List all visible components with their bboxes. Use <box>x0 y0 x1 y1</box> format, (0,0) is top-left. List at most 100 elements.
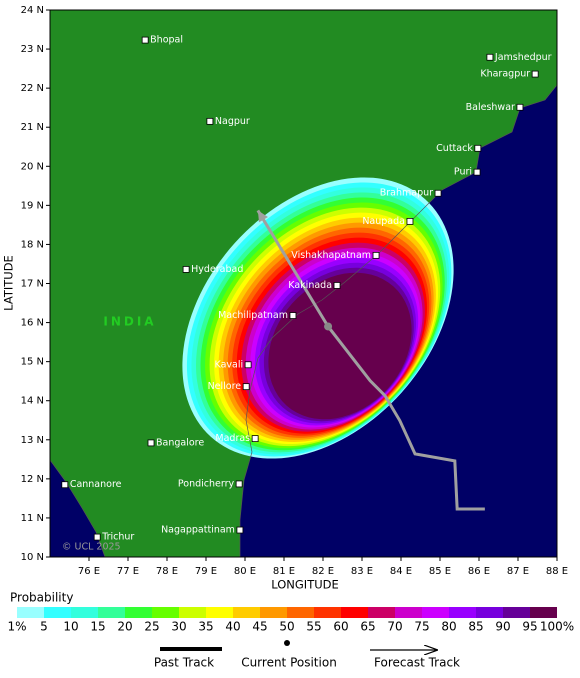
city-label: Vishakhapatnam <box>291 250 371 261</box>
x-tick-label: 86 E <box>468 566 490 577</box>
current-position <box>324 322 333 331</box>
legend-label: 45 <box>252 620 267 634</box>
y-tick-label: 15 N <box>21 357 44 368</box>
legend-swatch <box>314 607 341 618</box>
city-marker <box>244 361 252 369</box>
city-marker <box>474 144 482 152</box>
legend-label: 65 <box>360 620 375 634</box>
city-marker <box>235 480 243 488</box>
legend-swatch <box>503 607 530 618</box>
y-tick-label: 24 N <box>21 5 44 16</box>
probability-field <box>182 177 454 459</box>
y-tick-label: 14 N <box>21 396 44 407</box>
city-marker <box>206 117 214 125</box>
city-label: Trichur <box>101 532 134 543</box>
y-tick-label: 10 N <box>21 552 44 563</box>
city-label: Puri <box>454 167 472 178</box>
legend-label: 50 <box>279 620 294 634</box>
x-tick-label: 79 E <box>195 566 217 577</box>
legend-swatch <box>530 607 557 618</box>
city-label: Machilipatnam <box>218 310 288 321</box>
x-tick-label: 88 E <box>546 566 568 577</box>
city-marker <box>182 266 190 273</box>
city-marker <box>147 439 155 447</box>
city-label: Nagpur <box>215 116 250 127</box>
x-tick-label: 78 E <box>156 566 178 577</box>
city-label: Kavali <box>215 359 244 370</box>
legend-label: 80 <box>441 620 456 634</box>
city-marker <box>406 217 414 225</box>
city-label: Jamshedpur <box>494 52 552 63</box>
legend-swatch <box>449 607 476 618</box>
city-marker <box>236 526 244 534</box>
city-label: Bhopal <box>150 35 183 46</box>
legend-swatch <box>17 607 44 618</box>
y-tick-label: 13 N <box>21 435 44 446</box>
legend-label: 35 <box>198 620 213 634</box>
legend-label: 100% <box>540 620 574 634</box>
city-marker <box>93 533 101 541</box>
legend-label: 10 <box>63 620 78 634</box>
city-marker <box>289 312 297 319</box>
legend-swatch <box>71 607 98 618</box>
x-axis-title: LONGITUDE <box>271 578 339 592</box>
city-marker <box>242 383 250 391</box>
city-label: Bangalore <box>156 437 204 448</box>
legend-swatch <box>422 607 449 618</box>
legend-title: Probability <box>10 591 73 605</box>
key-label: Current Position <box>241 656 337 670</box>
y-tick-label: 18 N <box>21 239 44 250</box>
legend-label: 25 <box>144 620 159 634</box>
legend-swatch <box>125 607 152 618</box>
legend-label: 95 <box>522 620 537 634</box>
y-tick-label: 11 N <box>21 513 44 524</box>
y-tick-label: 16 N <box>21 318 44 329</box>
city-label: Baleshwar <box>466 102 515 113</box>
city-marker <box>531 70 539 78</box>
city-label: Kharagpur <box>480 69 530 80</box>
copyright: © UCL 2025 <box>62 542 121 553</box>
city-label: Kakinada <box>288 280 332 291</box>
city-marker <box>486 53 494 61</box>
y-tick-label: 19 N <box>21 200 44 211</box>
x-tick-label: 87 E <box>507 566 529 577</box>
city-marker <box>516 103 524 111</box>
city-marker <box>473 168 481 176</box>
city-label: Cannanore <box>70 479 122 490</box>
city-label: Brahmapur <box>380 188 433 199</box>
legend-swatch <box>341 607 368 618</box>
legend-swatch <box>368 607 395 618</box>
y-tick-label: 21 N <box>21 122 44 133</box>
y-axis-title: LATITUDE <box>2 255 16 311</box>
legend-label: 90 <box>495 620 510 634</box>
key-label: Past Track <box>154 656 214 670</box>
legend-label: 55 <box>306 620 321 634</box>
legend-label: 70 <box>387 620 402 634</box>
legend-label: 20 <box>117 620 132 634</box>
city-marker <box>61 481 69 489</box>
country-label: INDIA <box>103 315 156 329</box>
legend-swatch <box>44 607 71 618</box>
legend-swatch <box>206 607 233 618</box>
storm-track <box>256 209 485 511</box>
legend-label: 40 <box>225 620 240 634</box>
legend-label: 15 <box>90 620 105 634</box>
legend-swatch <box>98 607 125 618</box>
x-tick-label: 84 E <box>390 566 412 577</box>
city-label: Naupada <box>362 216 405 227</box>
legend-swatch <box>287 607 314 618</box>
x-tick-label: 82 E <box>312 566 334 577</box>
city-label: Nagappattinam <box>161 525 235 536</box>
x-tick-label: 77 E <box>117 566 139 577</box>
legend-label: 85 <box>468 620 483 634</box>
x-tick-label: 85 E <box>429 566 451 577</box>
legend-swatch <box>476 607 503 618</box>
legend-swatch <box>233 607 260 618</box>
x-tick-label: 80 E <box>234 566 256 577</box>
city-label: Hyderabad <box>191 264 243 275</box>
current-position-key <box>284 640 290 646</box>
legend-label: 75 <box>414 620 429 634</box>
city-label: Nellore <box>208 381 242 392</box>
